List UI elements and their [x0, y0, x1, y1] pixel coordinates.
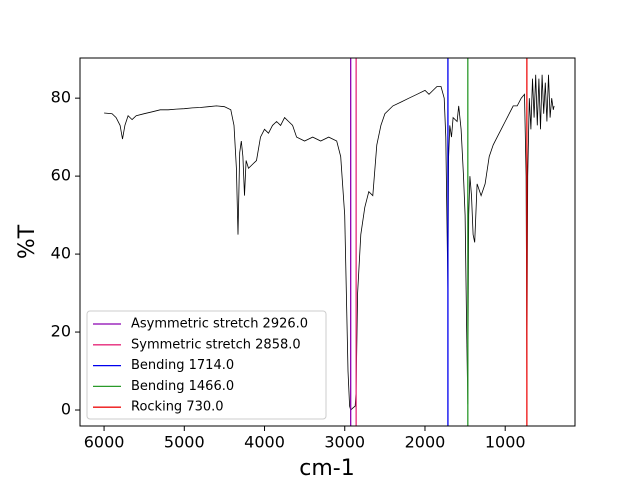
- x-tick-label: 6000: [84, 433, 125, 452]
- y-axis-label: %T: [15, 224, 40, 259]
- axes-frame: [79, 57, 576, 427]
- legend-label: Asymmetric stretch 2926.0: [131, 317, 308, 332]
- spectrum-line: [104, 74, 555, 411]
- x-axis-label: cm-1: [299, 456, 354, 480]
- x-tick-label: 4000: [244, 433, 285, 452]
- legend-label: Symmetric stretch 2858.0: [131, 337, 301, 352]
- x-tick-label: 1000: [485, 433, 526, 452]
- legend-label: Bending 1714.0: [131, 358, 234, 373]
- legend-label: Rocking 730.0: [131, 400, 224, 415]
- y-tick-label: 60: [51, 166, 71, 185]
- x-tick-label: 3000: [324, 433, 365, 452]
- legend: Asymmetric stretch 2926.0 Symmetric stret…: [86, 310, 327, 420]
- y-tick-label: 0: [61, 400, 71, 419]
- x-tick-label: 2000: [405, 433, 446, 452]
- legend-box: [86, 310, 327, 420]
- y-tick-label: 20: [51, 322, 71, 341]
- x-tick-label: 5000: [164, 433, 205, 452]
- legend-label: Bending 1466.0: [131, 379, 234, 394]
- y-tick-label: 40: [51, 244, 71, 263]
- y-tick-label: 80: [51, 88, 71, 107]
